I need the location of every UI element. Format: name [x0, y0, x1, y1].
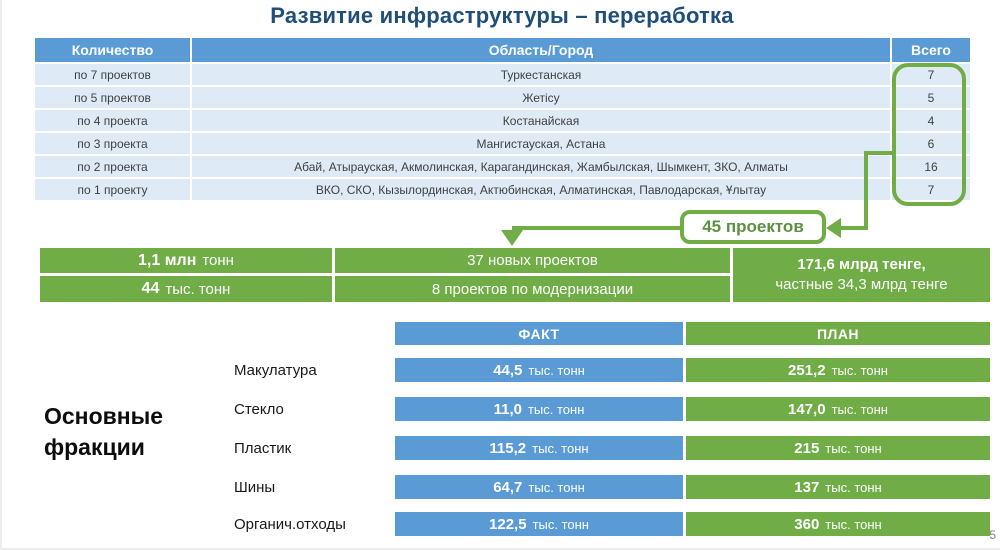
fraction-label: Шины	[234, 478, 276, 496]
investment-box: 171,6 млрд тенге, частные 34,3 млрд тенг…	[733, 248, 990, 302]
capacity-mod-bar: 44 тыс. тонн	[40, 276, 332, 302]
total-projects-callout: 45 проектов	[680, 210, 826, 244]
arrow-down-icon	[501, 230, 523, 246]
projects-table: Количество Область/Город Всего по 7 прое…	[35, 38, 970, 200]
plan-bar: 137 тыс. тонн	[686, 475, 990, 499]
connector-line	[512, 226, 680, 230]
regions-cell: ВКО, СКО, Кызылординская, Актюбинская, А…	[192, 179, 890, 200]
table-row: по 7 проектов Туркестанская 7	[35, 64, 970, 85]
plan-bar: 251,2 тыс. тонн	[686, 358, 990, 382]
column-header-quantity: Количество	[35, 38, 190, 62]
column-header-plan: ПЛАН	[686, 322, 990, 345]
fact-bar: 115,2 тыс. тонн	[395, 436, 683, 460]
fact-bar: 64,7 тыс. тонн	[395, 475, 683, 499]
plan-bar: 360 тыс. тонн	[686, 512, 990, 536]
total-cell: 5	[892, 87, 970, 108]
investment-private: частные 34,3 млрд тенге	[775, 276, 948, 293]
fact-unit: тыс. тонн	[527, 401, 585, 417]
fraction-label: Макулатура	[234, 361, 317, 379]
fraction-label: Стекло	[234, 400, 284, 418]
plan-unit: тыс. тонн	[825, 516, 882, 532]
capacity-new-bar: 1,1 млн тонн	[40, 248, 332, 273]
page-title: Развитие инфраструктуры – переработка	[270, 3, 734, 28]
connector-line	[838, 226, 868, 230]
fractions-title-line1: Основные	[44, 403, 164, 429]
fact-unit: тыс. тонн	[528, 362, 585, 378]
fact-bar: 122,5 тыс. тонн	[395, 512, 683, 536]
quantity-cell: по 1 проекту	[35, 179, 190, 200]
fractions-title-line2: фракции	[44, 434, 145, 460]
plan-value: 137	[794, 478, 820, 496]
column-header-regions: Область/Город	[192, 38, 890, 62]
projects-table-header: Количество Область/Город Всего	[35, 38, 970, 62]
plan-unit: тыс. тонн	[825, 440, 882, 456]
regions-cell: Костанайская	[192, 110, 890, 131]
table-row: по 3 проекта Мангистауская, Астана 6	[35, 133, 970, 154]
quantity-cell: по 3 проекта	[35, 133, 190, 154]
total-cell: 4	[892, 110, 970, 131]
page-number: 5	[989, 528, 996, 542]
plan-bar: 147,0 тыс. тонн	[686, 397, 990, 421]
plan-value: 251,2	[788, 361, 826, 379]
regions-cell: Туркестанская	[192, 64, 890, 85]
fraction-label: Пластик	[234, 439, 292, 457]
table-row: по 4 проекта Костанайская 4	[35, 110, 970, 131]
fact-value: 115,2	[489, 439, 527, 457]
column-header-fact: ФАКТ	[395, 322, 683, 345]
modernization-projects-label: 8 проектов по модернизации	[431, 280, 634, 298]
fact-value: 11,0	[493, 400, 522, 418]
fact-value: 64,7	[493, 478, 523, 496]
fact-unit: тыс. тонн	[528, 479, 585, 495]
fact-bar: 44,5 тыс. тонн	[395, 358, 683, 382]
capacity-new-value: 1,1 млн	[138, 251, 197, 269]
quantity-cell: по 5 проектов	[35, 87, 190, 108]
total-cell: 16	[892, 156, 970, 177]
total-cell: 6	[892, 133, 970, 154]
regions-cell: Абай, Атырауская, Акмолинская, Караганди…	[192, 156, 890, 177]
quantity-cell: по 2 проекта	[35, 156, 190, 177]
fact-bar: 11,0 тыс. тонн	[395, 397, 683, 421]
projects-table-body: по 7 проектов Туркестанская 7 по 5 проектов…	[35, 64, 970, 200]
quantity-cell: по 4 проекта	[35, 110, 190, 131]
new-projects-bar: 37 новых проектов	[335, 248, 730, 273]
table-row: по 5 проектов Жетісу 5	[35, 87, 970, 108]
plan-unit: тыс. тонн	[831, 401, 888, 417]
fractions-section-title: Основные фракции	[44, 401, 163, 463]
plan-value: 215	[794, 439, 820, 457]
fraction-label: Органич.отходы	[234, 515, 346, 533]
quantity-cell: по 7 проектов	[35, 64, 190, 85]
capacity-new-unit: тонн	[202, 252, 234, 269]
table-row: по 2 проекта Абай, Атырауская, Акмолинска…	[35, 156, 970, 177]
investment-total: 171,6 млрд тенге,	[797, 256, 926, 273]
regions-cell: Жетісу	[192, 87, 890, 108]
total-cell: 7	[892, 64, 970, 85]
total-cell: 7	[892, 179, 970, 200]
plan-value: 147,0	[788, 400, 826, 418]
new-projects-label: 37 новых проектов	[467, 252, 598, 269]
fact-unit: тыс. тонн	[532, 516, 589, 532]
arrow-left-icon	[826, 218, 841, 238]
capacity-mod-unit: тыс. тонн	[165, 280, 231, 298]
regions-cell: Мангистауская, Астана	[192, 133, 890, 154]
column-header-total: Всего	[892, 38, 970, 62]
plan-value: 360	[794, 515, 820, 533]
plan-bar: 215 тыс. тонн	[686, 436, 990, 460]
plan-unit: тыс. тонн	[825, 479, 882, 495]
fact-value: 44,5	[493, 361, 523, 379]
capacity-mod-value: 44	[141, 280, 160, 297]
plan-unit: тыс. тонн	[831, 362, 888, 378]
modernization-projects-bar: 8 проектов по модернизации	[335, 276, 730, 302]
fact-unit: тыс. тонн	[532, 440, 589, 456]
fact-value: 122,5	[489, 515, 527, 533]
table-row: по 1 проекту ВКО, СКО, Кызылординская, Ак…	[35, 179, 970, 200]
